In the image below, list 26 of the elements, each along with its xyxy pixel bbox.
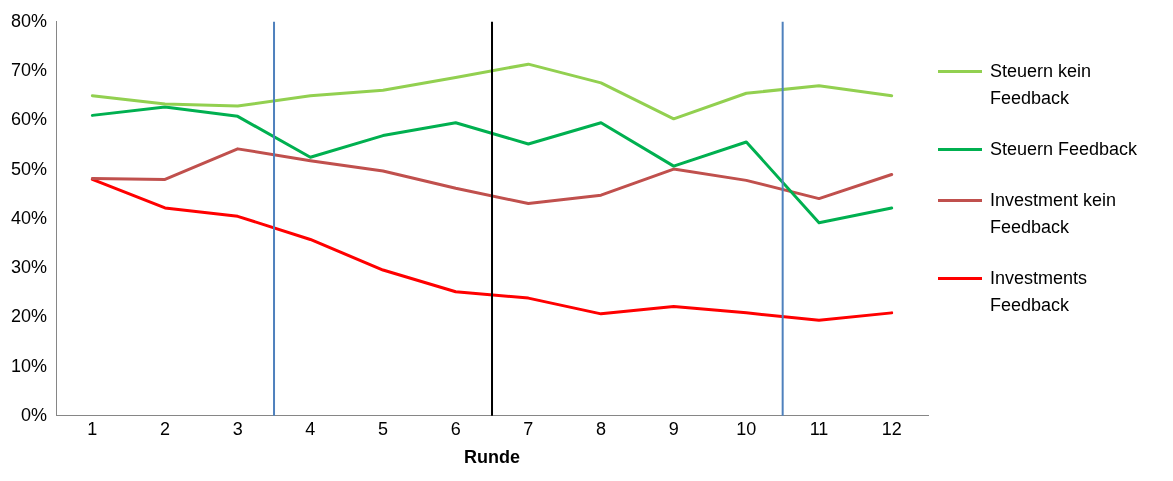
y-tick-label: 30% (11, 257, 48, 278)
y-tick-label: 20% (11, 306, 48, 327)
y-tick-label: 60% (11, 109, 48, 130)
y-tick-label: 0% (21, 404, 48, 425)
legend-label: Investment kein Feedback (990, 189, 1118, 239)
x-tick-label: 4 (305, 418, 316, 439)
x-tick-label: 10 (736, 418, 757, 439)
x-tick-label: 9 (668, 418, 679, 439)
x-tick-label: 1 (87, 418, 98, 439)
y-tick-label: 50% (11, 158, 48, 179)
x-tick-label: 11 (809, 418, 829, 439)
x-tick-label: 2 (160, 418, 171, 439)
y-tick-label: 70% (11, 60, 48, 81)
x-axis-title: Runde (464, 447, 521, 468)
x-tick-label: 8 (596, 418, 607, 439)
y-tick-label: 80% (11, 10, 48, 31)
y-tick-label: 40% (11, 207, 48, 228)
y-tick-label: 10% (11, 355, 48, 376)
x-tick-label: 5 (378, 418, 389, 439)
x-tick-label: 3 (232, 418, 243, 439)
x-tick-label: 12 (881, 418, 902, 439)
x-tick-label: 6 (450, 418, 461, 439)
legend-label: Steuern kein Feedback (990, 60, 1093, 110)
legend-label: Investments Feedback (990, 267, 1089, 317)
x-tick-label: 7 (523, 418, 534, 439)
legend-label: Steuern Feedback (990, 138, 1139, 161)
